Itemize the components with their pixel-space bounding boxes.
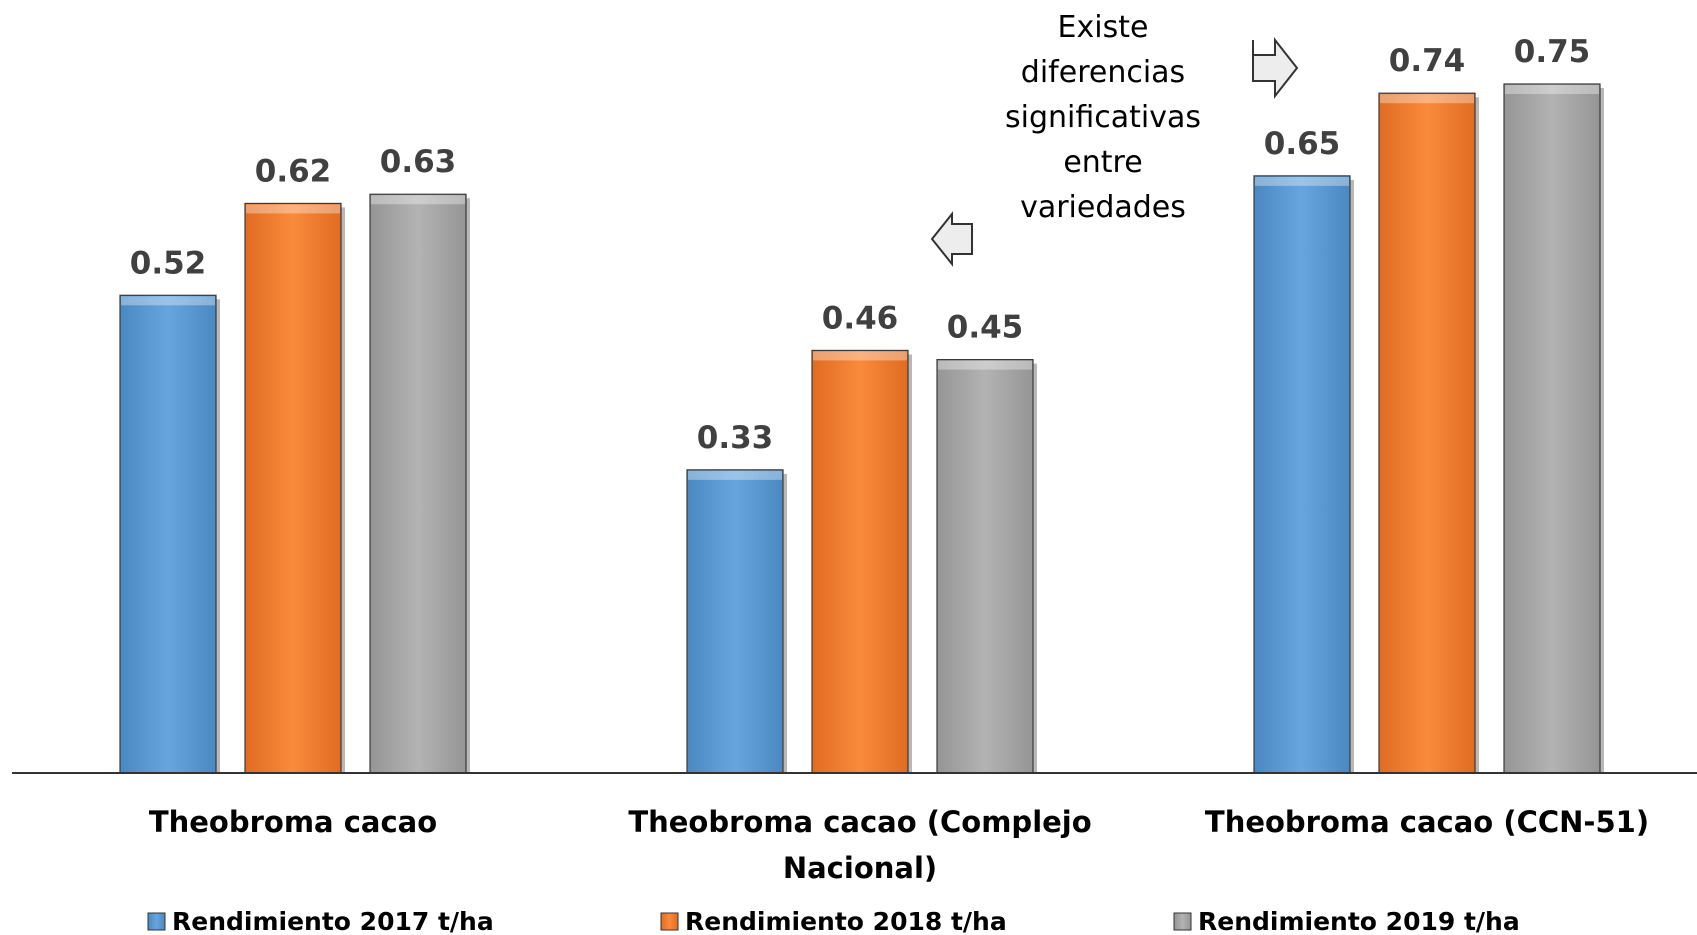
right-arrow-icon (1252, 37, 1299, 99)
bar (1503, 83, 1604, 774)
bar (1253, 175, 1354, 774)
annotation-line: variedades (1020, 190, 1186, 225)
annotation-line: entre (1063, 145, 1142, 180)
legend-swatch (147, 912, 166, 931)
annotation-text: Existe diferencias significativas entre vari… (1005, 10, 1201, 225)
category-label: Theobroma cacao (149, 805, 437, 839)
legend-item: Rendimiento 2017 t/ha (147, 907, 494, 935)
value-label: 0.65 (1264, 126, 1341, 162)
legend-swatch (660, 912, 679, 931)
value-label: 0.74 (1389, 43, 1466, 79)
annotation: Existe diferencias significativas entre vari… (930, 10, 1299, 267)
category-labels-group: Theobroma cacao Theobroma cacao (Complejo… (149, 805, 1649, 885)
value-label: 0.46 (822, 300, 899, 336)
category-label: Theobroma cacao (CCN-51) (1205, 805, 1649, 839)
value-label: 0.63 (380, 144, 457, 180)
annotation-line: diferencias (1021, 55, 1185, 90)
legend: Rendimiento 2017 t/ha Rendimiento 2018 t/… (147, 907, 1520, 935)
legend-swatch (1173, 912, 1192, 931)
legend-item: Rendimiento 2019 t/ha (1173, 907, 1520, 935)
bar (811, 349, 912, 774)
legend-label: Rendimiento 2017 t/ha (172, 907, 494, 935)
legend-label: Rendimiento 2019 t/ha (1198, 907, 1520, 935)
bar (119, 294, 220, 774)
left-arrow-icon (930, 211, 973, 267)
annotation-line: significativas (1005, 100, 1201, 135)
annotation-line: Existe (1058, 10, 1149, 45)
category-label: Theobroma cacao (Complejo (628, 805, 1091, 839)
bar (936, 359, 1037, 774)
value-label: 0.52 (130, 245, 207, 281)
category-label: Nacional) (783, 851, 937, 885)
legend-item: Rendimiento 2018 t/ha (660, 907, 1007, 935)
value-label: 0.33 (697, 420, 774, 456)
value-labels-group: 0.52 0.33 0.65 0.62 0.46 0.74 0.63 0.45 0.75 (130, 34, 1591, 456)
value-label: 0.75 (1514, 34, 1591, 70)
bar (1378, 92, 1479, 774)
legend-label: Rendimiento 2018 t/ha (685, 907, 1007, 935)
bar (244, 202, 345, 774)
bar (686, 469, 787, 774)
value-label: 0.62 (255, 153, 332, 189)
value-label: 0.45 (947, 310, 1024, 346)
bar (369, 193, 470, 774)
bars-group (119, 83, 1604, 774)
